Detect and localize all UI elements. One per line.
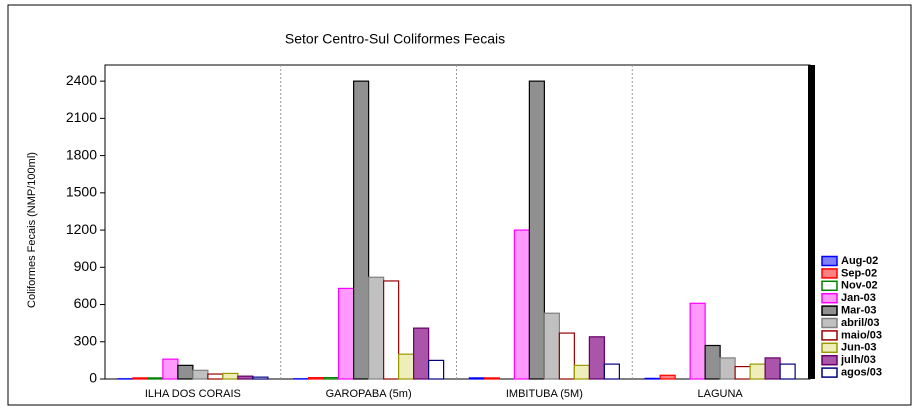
legend-swatch [821, 330, 838, 341]
legend-label: maio/03 [841, 329, 882, 341]
y-tick-label: 300 [74, 332, 98, 348]
bar [513, 229, 530, 380]
bar [207, 373, 224, 380]
bar [177, 364, 194, 380]
x-tick-label: GAROPABA (5m) [326, 388, 412, 400]
x-tick-label: LAGUNA [698, 388, 744, 400]
bar [237, 375, 254, 380]
y-tick-label: 2100 [66, 109, 97, 125]
y-tick-label: 1500 [66, 184, 97, 200]
bar [719, 357, 736, 380]
y-tick-label: 1800 [66, 146, 97, 162]
legend-swatch [821, 367, 838, 378]
legend-swatch [821, 317, 838, 329]
bar [413, 327, 430, 380]
y-tick-label: 900 [74, 258, 98, 274]
y-tick-label: 600 [74, 295, 98, 311]
legend-label: abril/03 [841, 317, 880, 329]
bar [689, 302, 706, 380]
legend-swatch [821, 268, 838, 279]
bar [323, 377, 340, 380]
bar [483, 377, 500, 380]
bar [252, 376, 269, 380]
bar [428, 359, 445, 380]
legend-label: Nov-02 [841, 280, 878, 292]
legend-swatch [821, 255, 838, 267]
bar [398, 353, 415, 380]
legend-swatch [821, 305, 838, 316]
y-axis-label: Coliformes Fecais (NMP/100ml) [26, 152, 38, 308]
bar [308, 377, 325, 380]
bar [558, 332, 575, 380]
bar [704, 344, 721, 380]
bar [368, 276, 385, 380]
bar [383, 280, 400, 380]
plot-edge [808, 65, 815, 379]
chart-title: Setor Centro-Sul Coliformes Fecais [285, 31, 505, 47]
bar [764, 357, 781, 380]
legend-label: Jun-03 [841, 342, 876, 354]
legend-swatch [821, 280, 838, 292]
y-tick-label: 1200 [66, 221, 97, 237]
x-tick-label: ILHA DOS CORAIS [145, 388, 241, 400]
bar [734, 365, 751, 380]
legend-label: Aug-02 [841, 255, 878, 267]
bar [543, 312, 560, 380]
bar [659, 374, 676, 380]
legend-swatch [821, 354, 838, 366]
frame [7, 4, 912, 406]
bar [222, 372, 239, 380]
legend-label: Jan-03 [841, 292, 876, 304]
bar [749, 363, 766, 380]
bar [528, 80, 545, 380]
bar [468, 377, 485, 380]
y-tick-label: 2400 [66, 72, 97, 88]
bar [338, 287, 355, 380]
legend-swatch [821, 342, 838, 354]
bar [779, 363, 796, 380]
bar [353, 80, 370, 380]
bar [588, 336, 605, 380]
bar [573, 364, 590, 380]
bar [147, 377, 164, 380]
legend-swatch [821, 292, 838, 304]
legend-label: agos/03 [841, 367, 882, 379]
y-tick-label: 0 [89, 370, 97, 386]
legend-label: Mar-03 [841, 305, 876, 317]
legend-label: julh/03 [840, 354, 876, 366]
x-tick-label: IMBITUBA (5M) [506, 388, 583, 400]
bar [644, 377, 661, 380]
bar [162, 358, 179, 380]
bar [192, 369, 209, 380]
bar [132, 377, 149, 380]
bar [603, 363, 620, 380]
legend-label: Sep-02 [841, 267, 877, 279]
